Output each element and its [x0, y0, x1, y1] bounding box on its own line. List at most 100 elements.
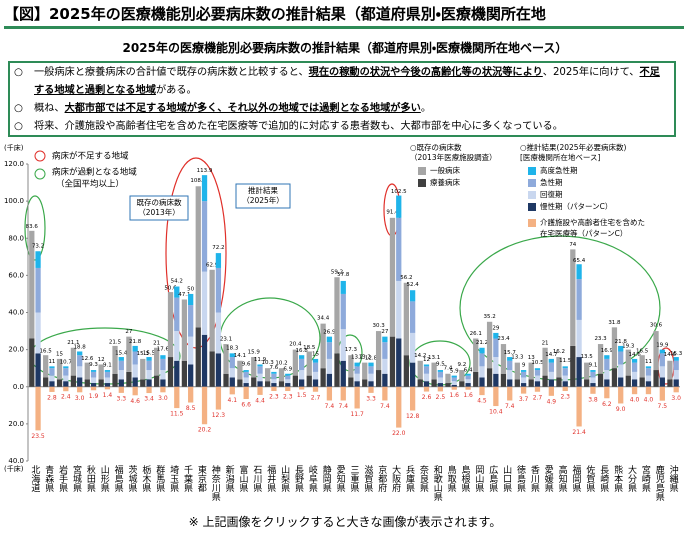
bar-segment: [174, 331, 180, 361]
bar-segment: [409, 301, 416, 333]
bar-segment: [174, 360, 180, 387]
bar-segment: [188, 305, 194, 337]
total-label: 13.3: [511, 355, 524, 361]
bar-segment: [140, 379, 146, 387]
surplus-legend: 病床が過剰となる地域: [52, 167, 137, 178]
total-label: 6.4: [464, 367, 473, 373]
bar-segment: [195, 186, 201, 328]
bar-segment: [354, 381, 360, 387]
bar-segment: [209, 269, 215, 352]
total-label: 15.3: [137, 351, 150, 357]
bar-segment: [396, 280, 402, 339]
bar-segment: [459, 381, 465, 387]
bar-segment: [645, 381, 652, 387]
care-label: 2.6: [422, 394, 432, 401]
bar-segment: [118, 357, 124, 361]
care-label: 4.5: [477, 398, 487, 405]
x-tick-label: 大分県: [626, 464, 637, 493]
bar-segment: [312, 362, 319, 372]
x-tick-label: 兵庫県: [404, 464, 415, 493]
total-label: 34.4: [317, 315, 330, 321]
text: 一般病床と療養病床の合計値で既存の病床数と比較すると、: [34, 67, 309, 78]
x-tick-label: 静岡県: [321, 464, 332, 493]
bar-segment: [188, 364, 194, 387]
care-bar: [590, 386, 596, 394]
bar-segment: [223, 373, 229, 387]
total-label: 91.4: [386, 210, 399, 216]
bar-segment: [160, 370, 166, 380]
bar-segment: [382, 336, 388, 343]
bar-segment: [520, 371, 527, 378]
bar-segment: [479, 347, 485, 354]
x-tick-label: 和歌山県: [432, 465, 443, 502]
bar-segment: [423, 364, 430, 367]
care-bar: [229, 386, 235, 395]
bar-segment: [126, 371, 132, 387]
legend-swatch: [418, 167, 426, 175]
bar-segment: [639, 355, 645, 378]
bar-segment: [243, 383, 249, 387]
bar-segment: [659, 349, 665, 354]
y-tick-label: 120.0: [4, 160, 24, 168]
bar-segment: [285, 379, 291, 384]
bar-segment: [320, 368, 326, 387]
bar-segment: [667, 360, 673, 380]
bar-segment: [264, 381, 271, 387]
care-bar: [49, 386, 55, 392]
bar-segment: [437, 383, 444, 387]
legend-label: 介護施設や高齢者住宅を含めた: [540, 217, 645, 227]
y-tick-label: 20.0: [8, 420, 24, 428]
bar-segment: [49, 375, 55, 382]
total-label: 21: [542, 340, 549, 346]
care-label: 2.7: [533, 394, 543, 401]
care-bar: [299, 386, 305, 390]
legend-heading: （2013年医療施設調査）: [410, 152, 497, 162]
bar-segment: [604, 358, 610, 371]
care-label: 3.4: [144, 396, 154, 403]
bar-segment: [77, 351, 83, 356]
care-bar: [90, 386, 97, 391]
bar-segment: [146, 357, 152, 361]
total-label: 9.2: [457, 362, 466, 368]
bar-segment: [340, 360, 346, 387]
x-tick-label: 鳥取県: [446, 464, 457, 493]
bar-segment: [77, 366, 83, 378]
bar-segment: [500, 344, 507, 374]
care-label: 3.8: [588, 396, 598, 403]
bar-segment: [562, 366, 568, 369]
x-tick-label: 埼玉県: [168, 464, 179, 493]
total-label: 47.1: [178, 292, 190, 298]
care-label: 12.3: [212, 412, 226, 419]
bar-segment: [639, 377, 645, 387]
bar-segment: [645, 368, 652, 376]
bar-segment: [354, 373, 360, 382]
bar-segment: [90, 383, 97, 387]
surplus-legend-note: （全国平均以上）: [56, 179, 124, 190]
bar-segment: [459, 370, 465, 382]
care-label: 1.6: [463, 392, 473, 399]
bar-segment: [368, 366, 374, 374]
bar-segment: [542, 375, 548, 387]
bar-segment: [507, 360, 513, 371]
care-bar: [77, 386, 83, 393]
total-label: 23.3: [594, 336, 607, 342]
bar-segment: [645, 366, 652, 369]
bar-segment: [562, 381, 568, 387]
footer-note: ※ 上記画像をクリックすると大きな画像が表示されます。: [188, 515, 502, 529]
x-tick-label: 北海道: [29, 465, 40, 493]
bar-segment: [340, 293, 346, 330]
total-label: 10.5: [531, 360, 544, 366]
care-label: 21.4: [572, 429, 586, 436]
bar-segment: [562, 375, 568, 382]
bar-segment: [396, 195, 402, 218]
total-label: 17.3: [345, 347, 358, 353]
total-label: 14.6: [628, 352, 641, 358]
care-bar: [201, 386, 208, 425]
care-bar: [423, 386, 430, 392]
x-tick-label: 大阪府: [390, 464, 401, 493]
bar-segment: [237, 379, 243, 387]
total-label: 13.2: [359, 355, 371, 361]
total-label: 10.7: [60, 359, 73, 365]
x-tick-label: 鹿児島県: [654, 464, 665, 502]
